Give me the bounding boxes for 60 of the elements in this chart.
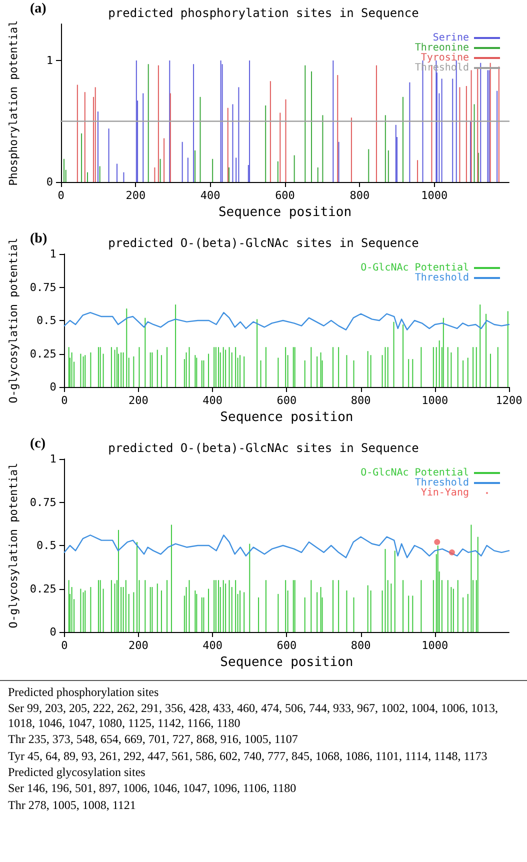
x-tick-label: 600 xyxy=(276,639,297,652)
x-tick-label: 800 xyxy=(350,394,371,407)
text: Thr 278, 1005, 1008, 1121 xyxy=(8,798,137,812)
text: Tyr 45, 64, 89, 93, 261, 292, 447, 561, 586, 602, 740, 777, 845, 1068, 1086, 1101, 1114, 1148, 1173 xyxy=(8,748,488,763)
chart-title: predicted phosphorylation sites in Sequence xyxy=(108,6,419,20)
y-tick-label: 0.75 xyxy=(30,280,56,294)
text: (c) xyxy=(30,436,46,452)
x-tick-label: 200 xyxy=(126,189,146,202)
x-tick-label: 800 xyxy=(350,189,370,202)
x-tick-label: 200 xyxy=(128,394,148,407)
legend-label: Threonine xyxy=(414,42,469,54)
y-axis-title: Phosphorylation potential xyxy=(7,20,20,186)
chart-title: predicted O-(beta)-GlcNAc sites in Sequence xyxy=(108,441,419,455)
line-series xyxy=(64,312,510,330)
legend-label: Threshold xyxy=(414,478,469,488)
x-tick-label: 400 xyxy=(202,639,223,652)
text: Yin-Yang xyxy=(420,488,469,498)
text: (a) xyxy=(30,2,47,16)
x-tick-label: 600 xyxy=(275,189,295,202)
y-tick-label: 1 xyxy=(50,248,56,260)
x-tick-label: 400 xyxy=(200,189,220,202)
x-tick-label: 1200 xyxy=(496,394,522,407)
x-tick-label: 0 xyxy=(61,394,68,407)
x-tick-label: 1000 xyxy=(422,639,448,652)
x-axis-title: Sequence position xyxy=(220,410,354,425)
text: Ser 99, 203, 205, 222, 262, 291, 356, 428, 433, 460, 474, 506, 744, 933, 967, 1002, 1004, 1006, 1013, 1018, 1046, 1047, 1080, 1125, 1142, 1166, 1180 xyxy=(8,701,499,730)
x-tick-label: 400 xyxy=(202,394,223,407)
line-series xyxy=(64,534,510,558)
legend-label: Threshold xyxy=(414,272,469,284)
text: Predicted phosphorylation sites xyxy=(8,685,160,700)
y-tick-label: 1 xyxy=(50,452,56,466)
y-tick-label: 0.5 xyxy=(36,314,56,327)
legend-label: Serine xyxy=(432,32,469,44)
y-axis-title: O-glycosylation potential xyxy=(7,238,20,404)
text: (b) xyxy=(30,232,48,246)
text: Predicted glycosylation sites xyxy=(8,764,146,780)
y-tick-label: 0.25 xyxy=(30,347,56,360)
x-axis-title: Sequence position xyxy=(218,205,352,220)
legend-label: O-GlcNAc Potential xyxy=(360,468,469,478)
x-tick-label: 0 xyxy=(61,639,68,652)
legend-label: O-GlcNAc Potential xyxy=(360,262,469,274)
y-tick-label: 0.75 xyxy=(30,496,56,509)
y-tick-label: 0 xyxy=(46,176,53,188)
text: Thr 235, 373, 548, 654, 669, 701, 727, 868, 916, 1005, 1107 xyxy=(8,732,299,747)
y-tick-label: 0.25 xyxy=(30,582,56,596)
text: Ser 146, 196, 501, 897, 1006, 1046, 1047, 1096, 1106, 1180 xyxy=(8,781,298,796)
x-tick-label: 0 xyxy=(58,189,64,202)
legend-label: Tyrosine xyxy=(420,52,469,64)
y-tick-label: 0.5 xyxy=(36,539,56,552)
x-tick-label: 800 xyxy=(350,639,371,652)
y-tick-label: 0 xyxy=(50,626,56,638)
x-axis-title: Sequence position xyxy=(220,655,354,670)
chart-title: predicted O-(beta)-GlcNAc sites in Sequence xyxy=(108,236,419,250)
x-tick-label: 200 xyxy=(128,639,148,652)
y-tick-label: 1 xyxy=(46,54,53,67)
y-tick-label: 0 xyxy=(50,380,56,394)
x-tick-label: 1000 xyxy=(421,189,448,202)
x-tick-label: 1000 xyxy=(422,394,448,407)
y-axis-title: O-glycosylation potential xyxy=(7,462,20,628)
x-tick-label: 600 xyxy=(276,394,297,407)
